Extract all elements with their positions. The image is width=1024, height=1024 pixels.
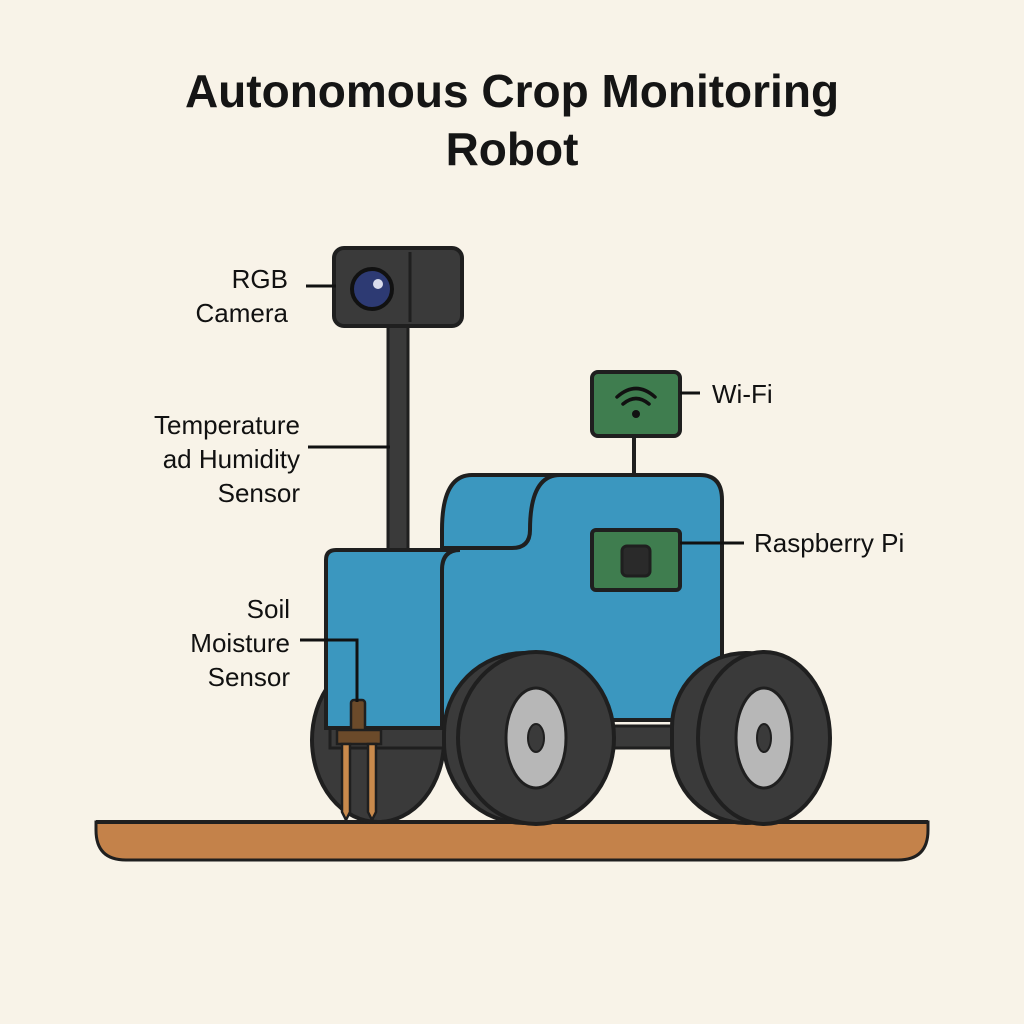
- front-wheel-right: [670, 650, 832, 826]
- label-rgb-camera: RGB Camera: [195, 264, 288, 328]
- title-line-1: Autonomous Crop Monitoring: [184, 65, 840, 117]
- label-raspberry-pi: Raspberry Pi: [754, 528, 905, 558]
- ground-soil: [94, 820, 930, 862]
- front-wheel-left: [442, 650, 616, 826]
- robot-top-step: [528, 473, 561, 531]
- leader-soil-moisture: [300, 638, 359, 702]
- camera-lens: [350, 267, 394, 311]
- label-soil-moisture-sensor: Soil Moisture Sensor: [190, 594, 290, 692]
- diagram-title: Autonomous Crop Monitoring Robot: [0, 62, 1024, 178]
- wifi-module: [590, 370, 682, 475]
- camera-mast: [386, 316, 410, 556]
- rgb-camera: [332, 246, 464, 328]
- soil-moisture-probe: [335, 698, 383, 823]
- title-line-2: Robot: [445, 123, 579, 175]
- robot-front-body: [324, 548, 461, 730]
- label-temperature-humidity-sensor: Temperature ad Humidity Sensor: [154, 410, 300, 508]
- wifi-icon: [615, 386, 657, 399]
- raspberry-pi-module: [590, 528, 682, 592]
- label-wifi: Wi-Fi: [712, 379, 773, 409]
